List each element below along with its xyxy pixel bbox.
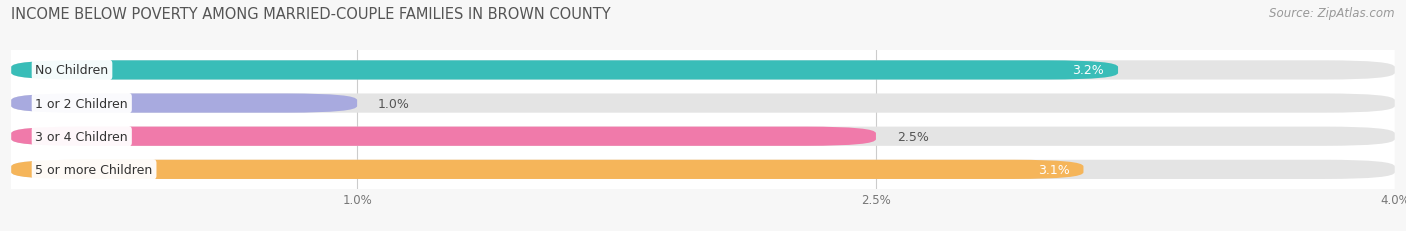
FancyBboxPatch shape	[11, 160, 1395, 179]
FancyBboxPatch shape	[11, 127, 876, 146]
Text: INCOME BELOW POVERTY AMONG MARRIED-COUPLE FAMILIES IN BROWN COUNTY: INCOME BELOW POVERTY AMONG MARRIED-COUPL…	[11, 7, 610, 22]
Text: 1.0%: 1.0%	[378, 97, 409, 110]
Text: 3.1%: 3.1%	[1038, 163, 1070, 176]
Text: 2.5%: 2.5%	[897, 130, 928, 143]
FancyBboxPatch shape	[11, 61, 1395, 80]
Text: No Children: No Children	[35, 64, 108, 77]
FancyBboxPatch shape	[11, 127, 1395, 146]
FancyBboxPatch shape	[11, 94, 357, 113]
Text: 3 or 4 Children: 3 or 4 Children	[35, 130, 128, 143]
Text: 3.2%: 3.2%	[1073, 64, 1104, 77]
Text: 1 or 2 Children: 1 or 2 Children	[35, 97, 128, 110]
Text: Source: ZipAtlas.com: Source: ZipAtlas.com	[1270, 7, 1395, 20]
Text: 5 or more Children: 5 or more Children	[35, 163, 153, 176]
FancyBboxPatch shape	[11, 94, 1395, 113]
FancyBboxPatch shape	[11, 61, 1118, 80]
FancyBboxPatch shape	[11, 160, 1084, 179]
